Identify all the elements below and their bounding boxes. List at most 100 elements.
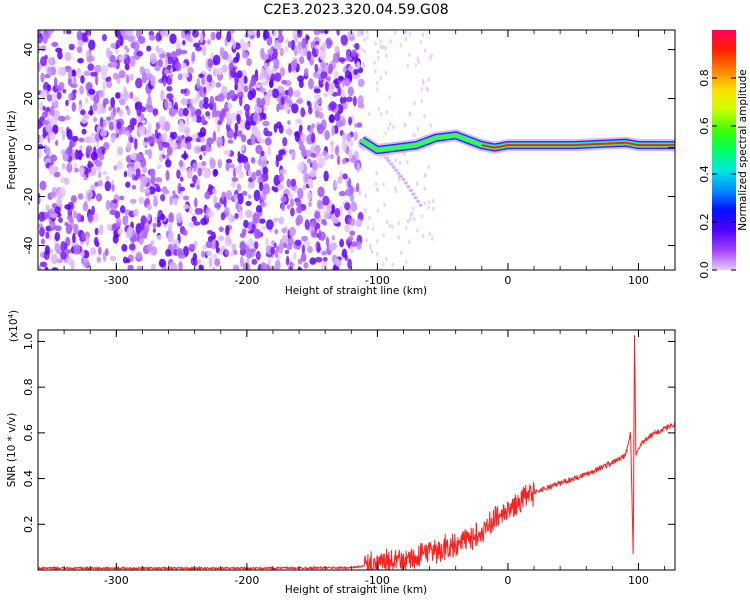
noise-blob — [279, 47, 284, 57]
noise-blob — [112, 234, 119, 244]
noise-blob — [284, 102, 290, 113]
noise-blob — [282, 137, 288, 147]
faint-noise-blob — [367, 111, 371, 116]
noise-blob — [164, 98, 169, 110]
noise-blob — [165, 169, 170, 181]
noise-blob — [65, 249, 72, 254]
noise-blob — [246, 58, 252, 67]
noise-blob — [265, 237, 269, 248]
noise-blob — [223, 149, 231, 156]
noise-blob — [71, 152, 76, 161]
x-tick-label: -100 — [365, 274, 390, 287]
noise-blob — [207, 58, 213, 68]
faint-noise-blob — [427, 77, 430, 82]
faint-noise-blob — [371, 226, 375, 232]
noise-blob — [208, 257, 213, 268]
noise-blob — [291, 103, 299, 114]
noise-blob — [280, 96, 286, 106]
noise-blob — [194, 207, 201, 215]
noise-blob — [331, 234, 336, 241]
noise-blob — [272, 217, 279, 223]
noise-blob — [279, 66, 286, 77]
noise-blob — [84, 136, 93, 144]
noise-blob — [212, 110, 219, 118]
noise-blob — [332, 242, 337, 250]
noise-blob — [177, 137, 182, 145]
noise-blob — [235, 201, 239, 210]
faint-noise-blob — [388, 223, 391, 228]
noise-blob — [286, 178, 292, 188]
noise-blob — [344, 223, 351, 233]
faint-noise-blob — [421, 233, 425, 238]
faint-noise-blob — [423, 173, 427, 178]
noise-blob — [243, 75, 248, 84]
noise-blob — [124, 130, 130, 136]
noise-blob — [252, 112, 258, 123]
faint-noise-blob — [414, 62, 418, 68]
noise-blob — [180, 97, 189, 106]
noise-blob — [274, 228, 279, 235]
noise-blob — [233, 249, 238, 256]
noise-blob — [271, 240, 275, 246]
noise-blob — [297, 162, 305, 172]
faint-noise-blob — [420, 87, 423, 92]
noise-blob — [315, 106, 323, 112]
noise-blob — [58, 186, 67, 198]
noise-blob — [65, 147, 73, 156]
noise-blob — [114, 48, 120, 55]
y-tick-label: 20 — [22, 92, 35, 106]
faint-noise-blob — [375, 171, 378, 176]
noise-blob — [65, 99, 69, 107]
noise-blob — [68, 215, 74, 224]
noise-blob — [308, 170, 317, 179]
noise-blob — [338, 75, 344, 81]
noise-blob — [38, 30, 41, 35]
noise-blob — [99, 117, 104, 127]
faint-noise-blob — [365, 238, 369, 243]
noise-blob — [191, 30, 199, 38]
faint-noise-blob — [409, 216, 412, 222]
faint-noise-blob — [387, 126, 390, 132]
noise-blob — [231, 177, 239, 182]
faint-noise-blob — [412, 132, 416, 138]
faint-noise-blob — [405, 225, 408, 230]
noise-blob — [67, 69, 73, 80]
noise-blob — [331, 125, 336, 137]
noise-blob — [188, 205, 193, 214]
noise-blob — [229, 163, 235, 169]
noise-blob — [160, 194, 166, 202]
noise-blob — [184, 136, 193, 142]
noise-blob — [300, 133, 307, 143]
noise-blob — [318, 111, 324, 120]
noise-blob — [274, 259, 281, 270]
faint-noise-blob — [432, 206, 435, 212]
noise-blob — [183, 88, 188, 94]
noise-blob — [127, 35, 135, 43]
noise-blob — [232, 40, 237, 50]
noise-blob — [134, 138, 138, 151]
noise-blob — [310, 145, 315, 153]
noise-blob — [49, 105, 55, 117]
noise-blob — [245, 209, 253, 219]
noise-blob — [324, 129, 330, 141]
faint-noise-blob — [363, 37, 366, 43]
noise-blob — [247, 181, 255, 190]
noise-blob — [240, 78, 245, 90]
noise-blob — [240, 38, 245, 46]
noise-blob — [82, 202, 89, 212]
x-tick-label: 100 — [628, 574, 649, 587]
noise-blob — [64, 243, 68, 250]
branch-blob — [384, 156, 389, 160]
noise-blob — [46, 84, 52, 92]
noise-blob — [109, 54, 116, 64]
noise-blob — [102, 100, 107, 109]
noise-blob — [146, 104, 154, 113]
faint-noise-blob — [392, 124, 395, 130]
noise-blob — [331, 203, 336, 214]
noise-blob — [93, 212, 99, 223]
noise-blob — [182, 195, 190, 201]
noise-blob — [293, 59, 298, 69]
faint-noise-blob — [404, 30, 408, 34]
noise-blob — [353, 68, 359, 76]
noise-blob — [129, 136, 134, 144]
